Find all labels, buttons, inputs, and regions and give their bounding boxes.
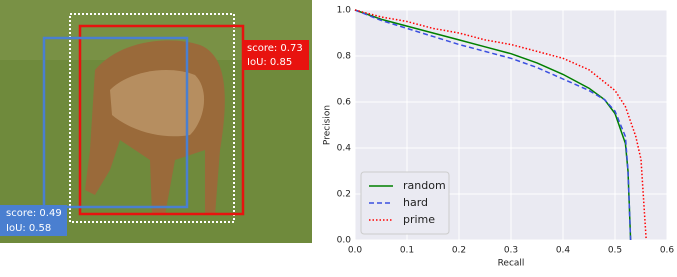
label-box [243,40,309,70]
y-tick-label: 0.2 [337,190,351,200]
x-tick-label: 0.4 [556,246,571,256]
x-axis-label: Recall [498,259,525,269]
box-blue [42,36,189,209]
y-tick-label: 0.6 [337,98,352,108]
giraffe-pattern [110,70,205,137]
chart: 0.0 0.1 0.2 0.3 0.4 0.5 0.6 0.0 0.2 0.4 0.6 0.8 1.0 r… [337,6,675,256]
x-tick-label: 0.1 [400,246,414,256]
box-ground-truth [69,13,235,223]
series-line [354,9,647,241]
series-line [354,9,632,241]
series-line [354,9,632,241]
x-tick-label: 0.6 [660,246,675,256]
label-box [0,205,67,236]
box-red [78,24,245,216]
x-tick-label: 0.3 [504,246,518,256]
photo: score: 0.73 IoU: 0.85 score: 0.49 IoU: 0… [0,0,312,243]
y-axis-label: Precision [323,105,333,145]
legend-label: hard [403,196,428,209]
y-tick-label: 0.4 [337,144,352,154]
y-tick-label: 0.0 [337,236,352,246]
y-tick-label: 1.0 [337,6,352,16]
label-text: score: 0.73 [247,43,303,54]
x-tick-label: 0.2 [452,246,466,256]
legend-label: prime [403,213,435,226]
label-text: IoU: 0.85 [247,57,292,68]
legend-box [360,171,450,235]
label-text: score: 0.49 [6,208,62,219]
y-tick-label: 0.8 [337,52,352,62]
legend-label: random [403,179,446,192]
x-tick-label: 0.5 [608,246,622,256]
x-tick-label: 0.0 [348,246,363,256]
label-text: IoU: 0.58 [6,223,51,234]
